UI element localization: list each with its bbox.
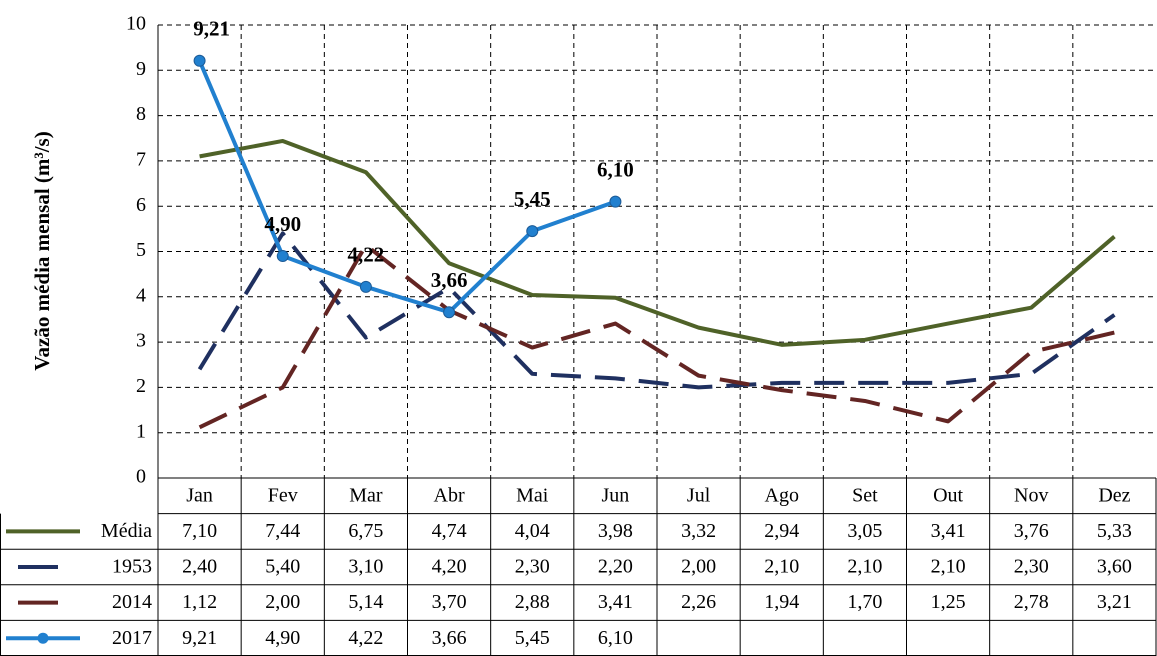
table-value: 2,30	[515, 556, 550, 578]
table-value: 3,10	[348, 556, 383, 578]
legend-label: Média	[101, 520, 152, 542]
table-value: 9,21	[182, 627, 217, 649]
table-value: 3,76	[1014, 520, 1049, 542]
table-value: 2,10	[764, 556, 799, 578]
table-value: 3,98	[598, 520, 633, 542]
table-value: 2,26	[681, 591, 716, 613]
data-label: 5,45	[514, 187, 551, 211]
x-tick-label: Set	[852, 484, 878, 506]
legend-label: 2017	[112, 627, 152, 649]
y-tick-label: 6	[136, 194, 146, 216]
table-value: 3,21	[1097, 591, 1132, 613]
y-axis-label: Vazão média mensal (m³/s)	[30, 131, 54, 370]
series-line	[197, 60, 617, 315]
data-label: 6,10	[597, 157, 634, 181]
data-label: 3,66	[431, 268, 468, 292]
y-tick-label: 2	[136, 375, 146, 397]
table-value: 4,04	[515, 520, 550, 542]
table-value: 1,70	[847, 591, 882, 613]
x-tick-label: Abr	[434, 484, 465, 506]
legend-label: 2014	[112, 591, 152, 613]
y-tick-label: 1	[136, 420, 146, 442]
table-value: 2,10	[931, 556, 966, 578]
table-value: 2,00	[681, 556, 716, 578]
table-value: 4,90	[265, 627, 300, 649]
x-tick-label: Nov	[1014, 484, 1048, 506]
table-value: 3,41	[598, 591, 633, 613]
y-tick-label: 0	[136, 466, 146, 488]
y-tick-label: 4	[136, 284, 146, 306]
table-value: 3,66	[432, 627, 467, 649]
table-value: 3,41	[931, 520, 966, 542]
data-label: 9,21	[193, 17, 230, 41]
x-tick-label: Out	[933, 484, 963, 506]
table-value: 4,74	[432, 520, 467, 542]
table-value: 5,33	[1097, 520, 1132, 542]
series-marker	[443, 306, 456, 319]
x-tick-label: Ago	[765, 484, 799, 506]
legend-label: 1953	[112, 556, 152, 578]
y-tick-label: 7	[136, 148, 146, 170]
series-marker	[526, 225, 539, 238]
table-value: 3,60	[1097, 556, 1132, 578]
table-value: 5,14	[348, 591, 383, 613]
table-value: 5,40	[265, 556, 300, 578]
table-value: 5,45	[515, 627, 550, 649]
x-tick-label: Mai	[516, 484, 549, 506]
y-tick-label: 3	[136, 330, 146, 352]
series-marker	[193, 54, 206, 67]
table-value: 1,25	[931, 591, 966, 613]
table-value: 2,10	[847, 556, 882, 578]
x-tick-label: Jun	[602, 484, 630, 506]
y-tick-label: 9	[136, 58, 146, 80]
series-marker	[359, 280, 372, 293]
table-value: 2,20	[598, 556, 633, 578]
table-value: 7,10	[182, 520, 217, 542]
table-value: 7,44	[265, 520, 300, 542]
x-tick-label: Mar	[349, 484, 383, 506]
table-value: 2,00	[265, 591, 300, 613]
table-value: 3,05	[847, 520, 882, 542]
x-tick-label: Dez	[1098, 484, 1130, 506]
data-label: 4,22	[348, 243, 385, 267]
y-tick-label: 10	[126, 13, 146, 35]
data-label: 4,90	[264, 212, 301, 236]
table-value: 6,75	[348, 520, 383, 542]
legend-marker	[37, 632, 49, 644]
table-value: 6,10	[598, 627, 633, 649]
table-value: 2,78	[1014, 591, 1049, 613]
y-tick-label: 8	[136, 103, 146, 125]
x-tick-label: Jan	[186, 484, 213, 506]
table-value: 2,30	[1014, 556, 1049, 578]
table-value: 3,32	[681, 520, 716, 542]
series-line	[198, 243, 1115, 430]
table-value: 1,12	[182, 591, 217, 613]
x-tick-label: Jul	[687, 484, 711, 506]
series-line	[199, 138, 1116, 347]
table-value: 3,70	[432, 591, 467, 613]
table-value: 4,22	[348, 627, 383, 649]
y-tick-label: 5	[136, 239, 146, 261]
series-marker	[609, 195, 622, 208]
table-value: 2,40	[182, 556, 217, 578]
series-line	[197, 231, 1116, 390]
table-value: 1,94	[764, 591, 799, 613]
series-marker	[276, 250, 289, 263]
table-value: 2,88	[515, 591, 550, 613]
table-value: 2,94	[764, 520, 799, 542]
table-value: 4,20	[432, 556, 467, 578]
x-tick-label: Fev	[268, 484, 298, 506]
